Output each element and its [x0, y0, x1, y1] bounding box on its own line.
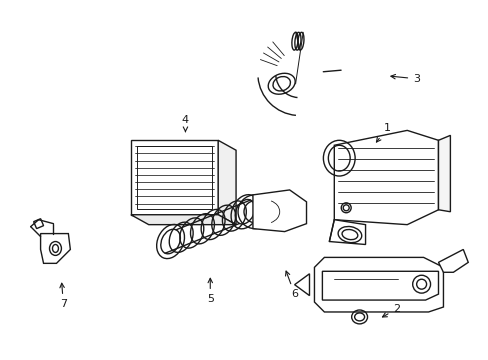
Polygon shape: [438, 249, 468, 272]
Polygon shape: [252, 190, 306, 231]
Text: 4: 4: [182, 116, 189, 131]
Polygon shape: [328, 220, 365, 244]
Text: 1: 1: [376, 123, 389, 142]
Polygon shape: [322, 271, 438, 300]
Bar: [137, 146, 212, 209]
Text: 5: 5: [206, 278, 213, 304]
Polygon shape: [294, 274, 309, 296]
Text: 6: 6: [285, 271, 298, 299]
Polygon shape: [218, 140, 236, 225]
Polygon shape: [314, 257, 443, 312]
Text: 3: 3: [390, 74, 419, 84]
Polygon shape: [34, 219, 43, 229]
Polygon shape: [438, 135, 449, 212]
Polygon shape: [334, 130, 438, 225]
Text: 7: 7: [60, 283, 67, 309]
Bar: [131, 140, 218, 215]
Polygon shape: [41, 234, 70, 264]
Polygon shape: [131, 215, 236, 225]
Text: 2: 2: [382, 304, 400, 317]
